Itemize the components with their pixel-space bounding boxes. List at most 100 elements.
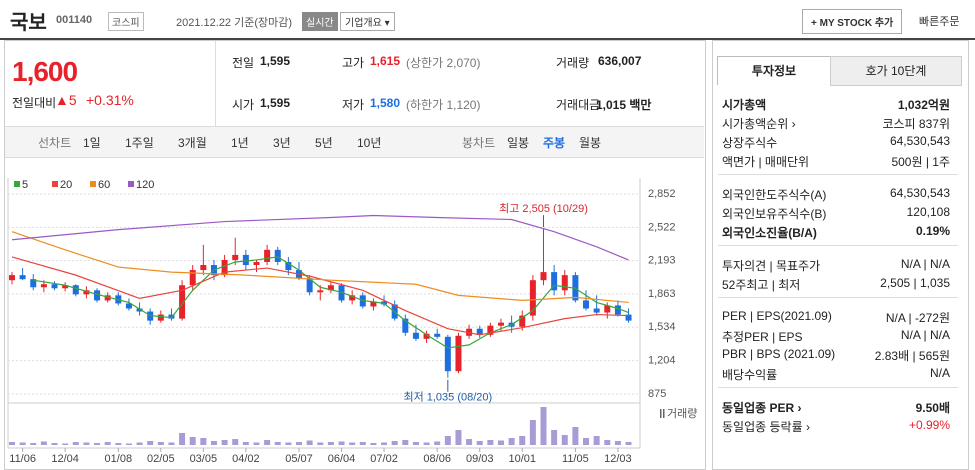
tab[interactable]: 호가 10단계 <box>830 56 962 86</box>
stock-name: 국보 <box>10 12 47 34</box>
y-tick-label: 1,204 <box>648 355 676 367</box>
candle-body <box>51 284 58 289</box>
candle-body <box>72 285 79 295</box>
volume-bar <box>466 439 473 445</box>
quote-label: 저가 <box>342 98 365 112</box>
volume-bar <box>136 442 143 445</box>
side-value: 코스피 837위 <box>882 117 950 131</box>
candle-body <box>232 254 239 260</box>
volume-bar <box>519 436 526 445</box>
candle-body <box>540 272 547 281</box>
candle-body <box>455 335 462 372</box>
candle-body <box>561 275 568 291</box>
period-button[interactable]: 일봉 <box>507 136 530 150</box>
stock-code: 001140 <box>56 14 93 26</box>
change: ▲5 <box>55 92 77 108</box>
candle-body <box>136 308 143 312</box>
x-tick-label: 05/07 <box>285 453 313 465</box>
volume-bar <box>83 442 90 445</box>
side-label: 배당수익률 <box>722 368 778 382</box>
side-value: +0.99% <box>908 418 950 432</box>
y-tick-label: 2,522 <box>648 221 676 233</box>
volume-bar <box>168 442 175 445</box>
volume-bar <box>51 443 58 445</box>
period-button[interactable]: 3개월 <box>178 136 207 150</box>
volume-bar <box>104 442 111 445</box>
overview-button[interactable]: 기업개요 ▾ <box>340 12 395 31</box>
candle-body <box>253 261 260 266</box>
tab-selected[interactable]: 투자정보 <box>717 56 831 85</box>
candle-body <box>317 290 324 293</box>
header-rule <box>0 38 975 40</box>
legend-label: 120 <box>136 179 154 191</box>
period-button[interactable]: 5년 <box>315 136 333 150</box>
volume-bar <box>391 441 398 445</box>
legend-label: 20 <box>60 179 72 191</box>
candle-body <box>434 333 441 337</box>
candle-body <box>423 333 430 339</box>
volume-bar <box>402 440 409 445</box>
side-value: N/A | N/A <box>900 257 950 271</box>
volume-bar <box>583 438 590 445</box>
volume-bar <box>529 420 536 445</box>
volume-bar <box>285 442 292 445</box>
volume-bar <box>381 442 388 445</box>
x-tick-label: 07/02 <box>370 453 398 465</box>
volume-bar <box>210 441 217 445</box>
period-button[interactable]: 3년 <box>273 136 291 150</box>
volume-bar <box>317 442 324 445</box>
volume-bar <box>306 440 313 445</box>
volume-bar <box>19 442 26 445</box>
candle-body <box>40 284 47 288</box>
volume-bar <box>264 440 271 445</box>
side-label: 액면가 | 매매단위 <box>722 155 810 169</box>
volume-bar <box>604 440 611 445</box>
side-value: N/A | N/A <box>900 328 950 342</box>
side-value: 500원 | 1주 <box>891 155 950 169</box>
legend-label: 5 <box>22 179 28 191</box>
volume-bar <box>189 437 196 445</box>
period-button[interactable]: 주봉 <box>543 136 566 150</box>
volume-bar <box>296 442 303 445</box>
volume-bar <box>455 430 462 445</box>
current-price: 1,600 <box>12 56 78 87</box>
side-label: PBR | BPS (2021.09) <box>722 347 836 361</box>
side-value: 120,108 <box>906 205 950 219</box>
annotation: 최고 2,505 (10/29) <box>499 202 588 215</box>
quote-label: 거래량 <box>556 56 590 70</box>
side-label: 시가총액순위 › <box>722 117 796 131</box>
candle-body <box>412 332 419 339</box>
candle-body <box>349 295 356 301</box>
x-tick-label: 10/01 <box>508 453 536 465</box>
period-button[interactable]: 10년 <box>357 136 382 150</box>
quote-value: 636,007 <box>598 54 642 68</box>
side-value: 64,530,543 <box>889 134 950 148</box>
period-button[interactable]: 1주일 <box>125 136 154 150</box>
candle-body <box>94 290 101 301</box>
quote-label: 고가 <box>342 56 365 70</box>
volume-bar <box>476 441 483 445</box>
volume-bar <box>572 427 579 445</box>
quick-order[interactable]: 빠른주문 <box>919 16 960 28</box>
ma-line <box>11 256 629 336</box>
candle-body <box>62 285 69 289</box>
line-chart-label: 선차트 <box>38 136 72 150</box>
side-divider <box>718 297 958 298</box>
mystock-button[interactable]: + MY STOCK 추가 <box>802 9 903 34</box>
change-label: 전일대비 <box>12 96 57 110</box>
candle-body <box>476 328 483 335</box>
volume-icon <box>660 409 662 418</box>
divider <box>215 41 216 126</box>
candle-body <box>327 285 334 291</box>
volume-bar <box>221 440 228 445</box>
period-button[interactable]: 월봉 <box>579 136 602 150</box>
period-button[interactable]: 1년 <box>231 136 249 150</box>
candle-body <box>402 318 409 333</box>
period-button[interactable]: 1일 <box>83 136 101 150</box>
side-label: 동일업종 PER › <box>722 401 802 415</box>
side-divider <box>718 174 958 175</box>
volume-bar <box>370 443 377 445</box>
candle-body <box>168 314 175 319</box>
ma-line <box>33 256 629 349</box>
